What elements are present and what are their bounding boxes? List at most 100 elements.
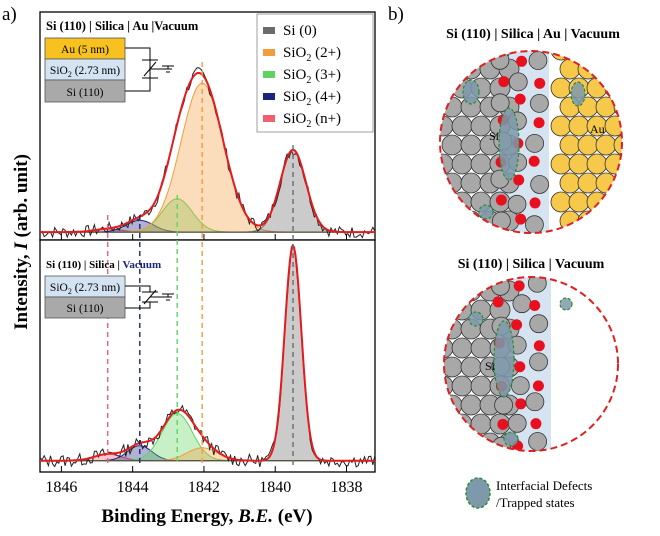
top-panel-title: Si (110) | Silica | Au |Vacuum — [46, 19, 199, 33]
legend-label: SiO2 (n+) — [283, 111, 341, 130]
schematic-panel: Si (110) | Silica | Au | Vacuum Si (110)… — [439, 27, 623, 510]
oxygen-atom — [511, 319, 523, 331]
y-axis-label: Intensity, I (arb. unit) — [11, 154, 32, 330]
top-inset-layer-sio2-label: SiO2 (2.73 nm) — [50, 65, 120, 79]
si-atom — [460, 394, 482, 416]
x-axis-label: Binding Energy, B.E. (eV) — [101, 506, 312, 527]
si-atom — [440, 51, 454, 61]
oxygen-atom — [534, 77, 546, 89]
au-atom — [604, 153, 622, 175]
oxygen-atom — [514, 361, 526, 373]
legend-swatch — [263, 71, 275, 78]
si-atom — [470, 153, 492, 175]
au-atom — [550, 191, 572, 213]
oxygen-atom — [492, 296, 504, 308]
au-atom — [595, 58, 617, 80]
au-atom — [550, 77, 572, 99]
bottom-circle-border — [443, 276, 619, 452]
au-atom — [577, 172, 599, 194]
silica-si-atom — [529, 352, 548, 372]
legend-swatch — [263, 49, 275, 56]
legend-label: SiO2 (4+) — [283, 89, 341, 108]
top-spectrum-plot — [39, 67, 376, 239]
oxygen-atom — [513, 174, 525, 186]
si-atom — [460, 280, 482, 302]
au-atom — [568, 153, 590, 175]
legend-swatch — [263, 93, 275, 100]
silica-si-atom — [530, 175, 550, 194]
si-atom — [460, 210, 482, 232]
si-atom — [440, 77, 454, 99]
defect-site — [478, 204, 494, 220]
au-atom — [613, 58, 622, 80]
si-atom — [444, 277, 454, 283]
oxygen-atom — [514, 93, 526, 105]
au-atom — [568, 51, 590, 61]
silica-si-atom — [491, 277, 510, 296]
si-atom — [451, 51, 473, 61]
panel-label-b: b) — [388, 4, 404, 25]
x-tick-label: 1842 — [188, 479, 220, 496]
fit-envelope-line — [40, 243, 375, 462]
bottom-si-label: Si — [485, 359, 496, 373]
x-tick-label: 1844 — [117, 479, 149, 496]
bottom-inset-layer-sio2-label: SiO2 (2.73 nm) — [50, 282, 120, 296]
oxygen-atom — [497, 418, 509, 430]
silica-si-atom — [490, 93, 510, 113]
si-atom — [444, 432, 463, 451]
oxygen-atom — [529, 197, 541, 209]
silica-si-atom — [528, 432, 548, 451]
si-atom — [451, 153, 473, 175]
silica-si-atom — [512, 294, 532, 314]
oxygen-atom — [533, 117, 545, 129]
si-atom — [460, 134, 482, 156]
silica-si-atom — [510, 376, 530, 396]
y-label-main: Intensity, — [11, 250, 32, 330]
si-atom — [444, 299, 454, 321]
defect-legend: Interfacial Defects /Trapped states — [465, 477, 592, 510]
oxygen-atom — [532, 380, 544, 392]
silica-si-atom — [525, 133, 545, 153]
si-atom — [451, 375, 473, 397]
x-label-italic: B.E. — [237, 506, 273, 527]
silica-si-atom — [525, 215, 544, 233]
legend-items: Si (0) SiO2 (2+) SiO2 (3+) SiO2 (4+) SiO2 (n… — [263, 23, 341, 130]
legend-label: SiO2 (2+) — [283, 45, 341, 64]
au-atom — [550, 51, 572, 61]
top-inset-layer-au-label: Au (5 nm) — [61, 44, 109, 56]
defect-legend-line2: /Trapped states — [496, 495, 575, 510]
defect-site — [498, 107, 520, 181]
oxygen-atom — [529, 300, 541, 312]
au-atom — [577, 134, 599, 156]
silica-si-atom — [507, 413, 527, 433]
silica-si-atom — [525, 392, 545, 412]
silica-si-atom — [492, 211, 511, 231]
bottom-title-blue: Vacuum — [122, 259, 161, 271]
schematic-bottom-title: Si (110) | Silica | Vacuum — [458, 257, 605, 272]
au-atom — [604, 191, 622, 213]
si-atom — [460, 356, 482, 378]
silica-si-atom — [508, 72, 528, 92]
oxygen-atom — [528, 155, 540, 167]
au-atom — [568, 115, 590, 137]
x-label-main: Binding Energy, — [101, 506, 238, 527]
schematic-top-circle: Si Au — [439, 50, 623, 234]
oxygen-atom — [530, 418, 542, 430]
au-atom — [613, 134, 622, 156]
panel-label-a: a) — [2, 4, 17, 25]
au-atom — [550, 115, 572, 137]
si-atom — [470, 51, 492, 61]
top-circle-border — [439, 50, 623, 234]
au-atom — [568, 191, 590, 213]
bottom-title-black: Si (110) | Silica | — [46, 259, 122, 271]
bottom-inset-circuit — [125, 285, 158, 309]
top-si-label: Si — [489, 129, 500, 143]
si-atom — [451, 337, 473, 359]
bottom-panel-title: Si (110) | Silica | Vacuum — [46, 259, 161, 271]
top-inset-circuit — [125, 47, 158, 92]
silica-si-atom — [527, 277, 547, 293]
si-atom — [444, 337, 454, 359]
si-atom — [470, 115, 492, 137]
oxygen-atom — [533, 340, 545, 352]
silica-si-atom — [528, 51, 548, 70]
